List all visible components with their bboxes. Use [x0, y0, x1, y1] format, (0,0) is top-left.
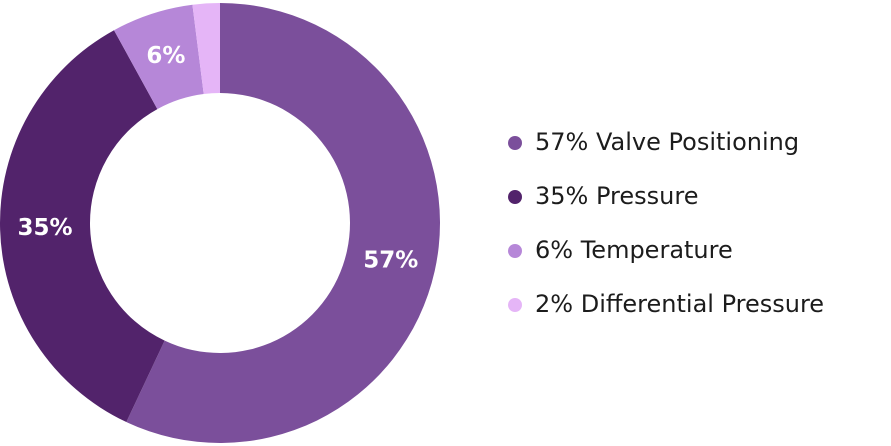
- legend-entry: 6% Temperature: [535, 236, 733, 264]
- slice: [192, 3, 220, 95]
- legend-label: Valve Positioning: [596, 128, 799, 156]
- legend-value: 2%: [535, 290, 573, 318]
- legend-entry: 2% Differential Pressure: [535, 290, 824, 318]
- legend-dot: [508, 136, 522, 150]
- slice: [114, 4, 204, 110]
- slice-label: 35%: [18, 215, 73, 241]
- legend-value: 35%: [535, 182, 588, 210]
- legend-label: Pressure: [596, 182, 698, 210]
- legend-value: 6%: [535, 236, 573, 264]
- legend-label: Differential Pressure: [581, 290, 824, 318]
- legend-entry: 35% Pressure: [535, 182, 698, 210]
- legend-dot: [508, 190, 522, 204]
- legend-dot: [508, 244, 522, 258]
- legend-label: Temperature: [580, 236, 733, 264]
- slice-label: 57%: [363, 248, 418, 274]
- slice: [126, 3, 440, 444]
- legend-value: 57%: [535, 128, 588, 156]
- slice-label: 6%: [146, 43, 185, 69]
- slice: [0, 30, 165, 423]
- legend-entry: 57% Valve Positioning: [535, 128, 799, 156]
- legend-dot: [508, 298, 522, 312]
